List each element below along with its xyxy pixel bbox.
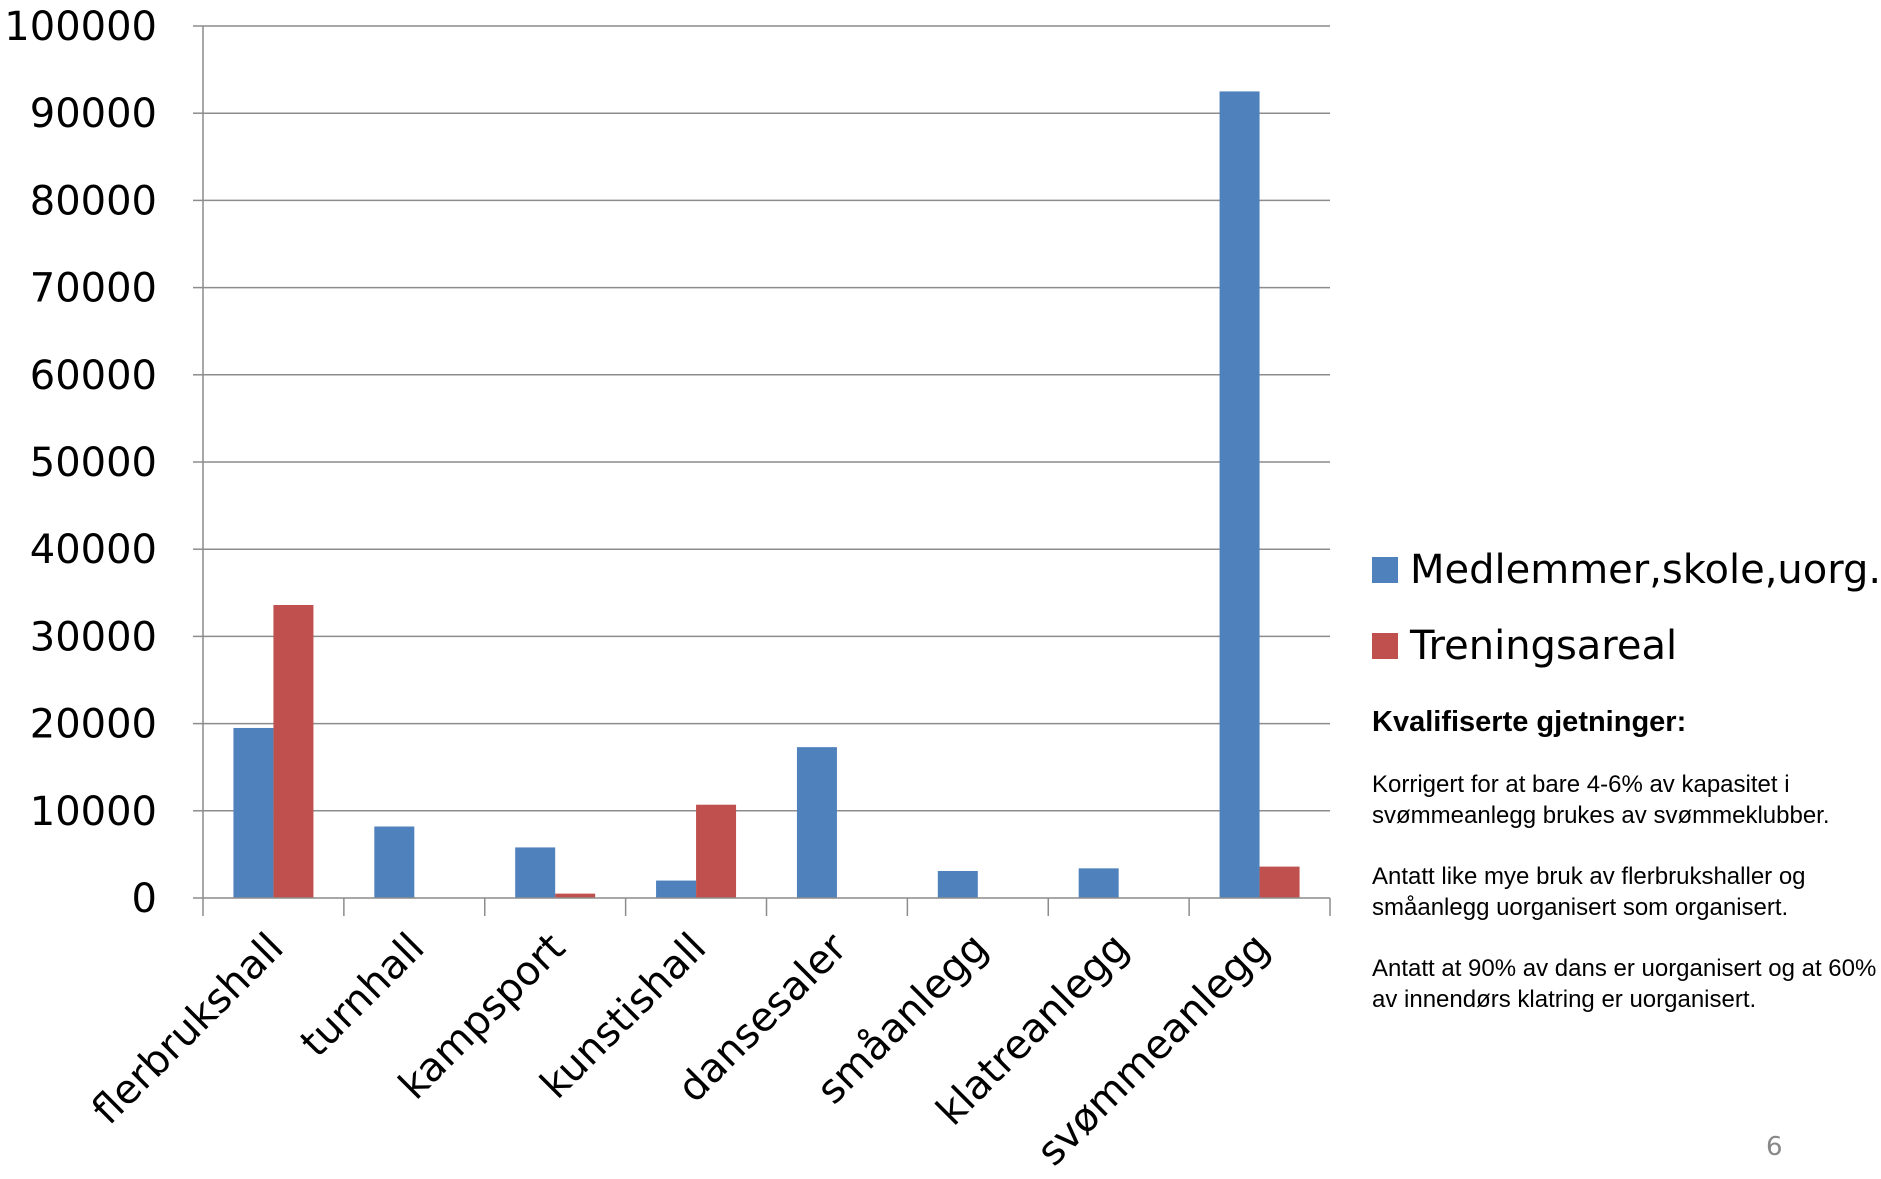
y-tick-label: 20000 [30, 702, 157, 748]
note-item: Antatt at 90% av dans er uorganisert og … [1372, 955, 1877, 1013]
bar-medlemmer [233, 727, 274, 898]
note-item: Antatt like mye bruk av flerbrukshaller … [1372, 863, 1806, 921]
bar-treningsareal [1259, 866, 1300, 898]
bars [233, 91, 1300, 898]
grid-lines [203, 25, 1330, 812]
x-category-labels: flerbrukshall turnhallkampsportkunstishal… [84, 924, 1279, 1175]
y-tick-label: 0 [132, 876, 157, 922]
notes-panel: Kvalifiserte gjetninger: Korrigert for a… [1372, 706, 1877, 1045]
y-tick-label: 50000 [30, 440, 157, 486]
y-tick-labels: 0 10000 20000 30000 40000 50000 60000 70000 8000… [4, 4, 157, 922]
y-tick-label: 40000 [30, 527, 157, 573]
y-tick-label: 90000 [30, 91, 157, 137]
bar-treningsareal [555, 893, 596, 898]
legend-item-treningsareal: Treningsareal [1372, 608, 1881, 684]
x-category-label: flerbrukshall [84, 925, 293, 1134]
legend: Medlemmer,skole,uorg. Treningsareal [1372, 532, 1881, 684]
bar-medlemmer [1078, 868, 1119, 898]
note-item: Korrigert for at bare 4-6% av kapasitet … [1372, 771, 1830, 829]
bar-treningsareal [273, 605, 314, 898]
x-category-label: turnhall [292, 925, 434, 1067]
x-category-label: svømmeanlegg [1028, 925, 1278, 1175]
notes-heading: Kvalifiserte gjetninger: [1372, 706, 1687, 738]
bar-medlemmer [937, 870, 978, 898]
bar-treningsareal [696, 804, 737, 898]
y-tick-label: 70000 [30, 266, 157, 312]
y-tick-label: 30000 [30, 614, 157, 660]
bar-medlemmer [796, 747, 837, 898]
axes [193, 25, 1331, 916]
legend-label-medlemmer: Medlemmer,skole,uorg. [1410, 547, 1881, 593]
y-tick-label: 80000 [30, 178, 157, 224]
legend-swatch-treningsareal [1372, 633, 1398, 659]
y-tick-label: 100000 [4, 4, 157, 50]
y-tick-label: 60000 [30, 353, 157, 399]
legend-item-medlemmer: Medlemmer,skole,uorg. [1372, 532, 1881, 608]
bar-medlemmer [515, 847, 556, 898]
bar-medlemmer [656, 880, 697, 898]
legend-swatch-medlemmer [1372, 557, 1398, 583]
page-number: 6 [1766, 1132, 1783, 1162]
bar-medlemmer [374, 826, 415, 898]
y-tick-label: 10000 [30, 789, 157, 835]
bar-medlemmer [1219, 91, 1260, 898]
legend-label-treningsareal: Treningsareal [1410, 623, 1678, 669]
